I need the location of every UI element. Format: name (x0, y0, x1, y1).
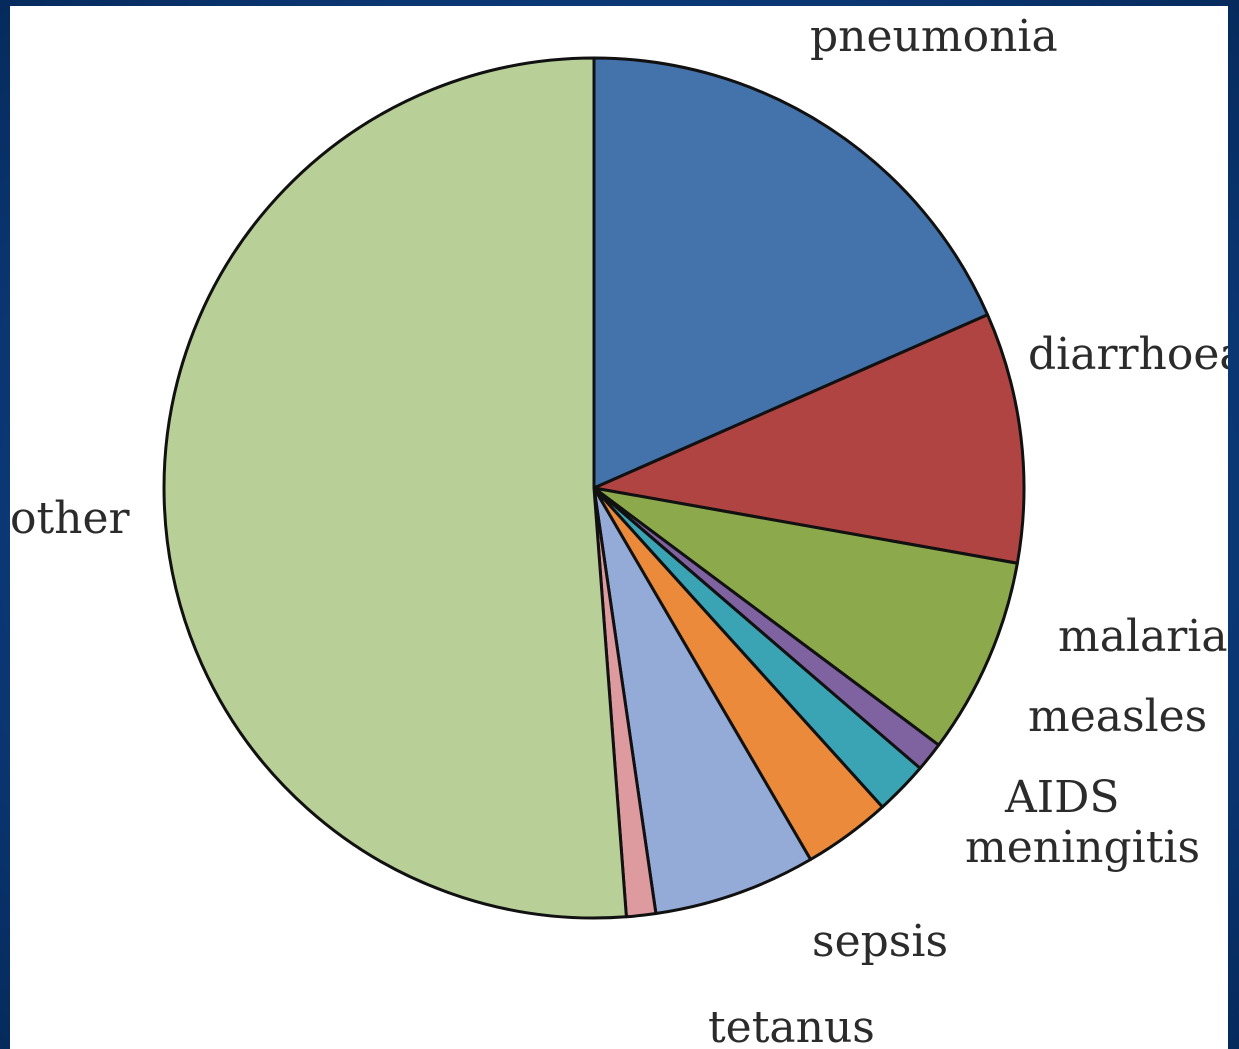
pie-slice-malaria (592, 486, 1019, 747)
slice-label-malaria: malaria (1058, 611, 1228, 662)
slice-label-diarrhoea: diarrhoea (1028, 329, 1228, 380)
slice-label-measles: measles (1028, 691, 1207, 742)
pie-labels: pneumonia diarrhoea malaria measles AIDSmeni… (10, 11, 1228, 1049)
pie-slice-sepsis (592, 486, 813, 916)
pie-chart: pneumonia diarrhoea malaria measles AIDSmeni… (10, 11, 1228, 1049)
pie-slices (162, 56, 1026, 920)
slice-label-aids: AIDS (1004, 772, 1120, 823)
pie-slice-diarrhoea (592, 313, 1026, 565)
pie-slice-pneumonia (592, 56, 990, 490)
chart-panel: pneumonia diarrhoea malaria measles AIDS meni… (10, 6, 1228, 1049)
slice-label-meningitis: meningitis (965, 822, 1200, 873)
slice-label-pneumonia: pneumonia (810, 11, 1058, 62)
pie-slice-other (162, 56, 628, 920)
slice-label-tetanus: tetanus (708, 1002, 875, 1049)
slice-label-sepsis: sepsis (812, 916, 948, 967)
slice-label-other: other (10, 493, 131, 544)
